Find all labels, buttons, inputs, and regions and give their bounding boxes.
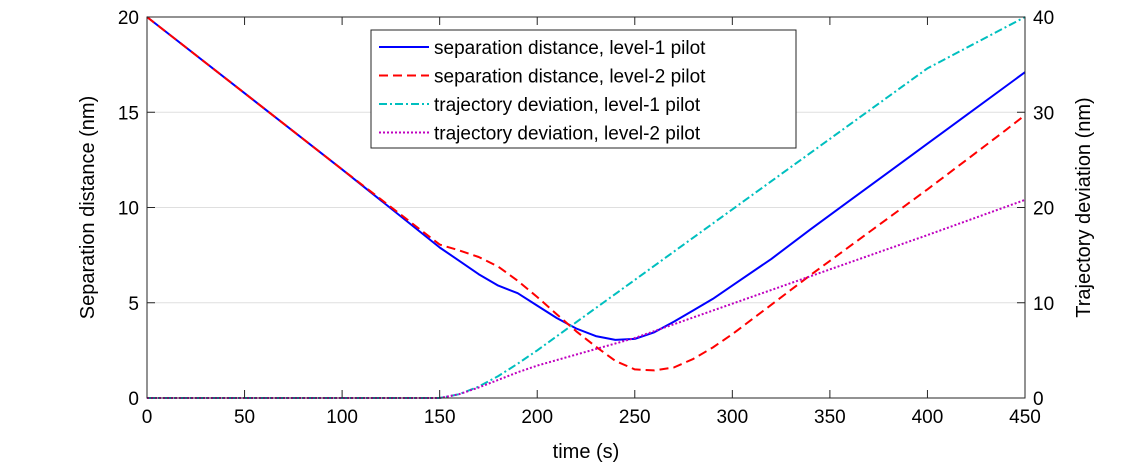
legend: separation distance, level-1 pilot separa… bbox=[370, 29, 797, 149]
legend-entry-3: trajectory deviation, level-1 pilot bbox=[379, 95, 701, 116]
legend-label: trajectory deviation, level-1 pilot bbox=[434, 95, 701, 116]
legend-entry-2: separation distance, level-2 pilot bbox=[379, 67, 706, 88]
x-tick-label: 150 bbox=[424, 407, 456, 428]
y2-axis-title: Trajectory deviation (nm) bbox=[1073, 97, 1095, 317]
legend-label: separation distance, level-1 pilot bbox=[434, 38, 706, 59]
y-tick-label: 20 bbox=[118, 8, 139, 29]
legend-entry-4: trajectory deviation, level-2 pilot bbox=[379, 124, 701, 145]
x-axis-title: time (s) bbox=[553, 441, 620, 463]
y-tick-label: 10 bbox=[118, 199, 139, 220]
y2-tick-label: 30 bbox=[1033, 103, 1054, 124]
series-line-2 bbox=[146, 16, 1026, 372]
y2-tick-label: 0 bbox=[1033, 389, 1044, 410]
y2-tick-label: 40 bbox=[1033, 8, 1054, 29]
x-tick-label: 0 bbox=[142, 407, 153, 428]
legend-box bbox=[370, 29, 797, 149]
axes-layer bbox=[146, 16, 1026, 399]
y2-tick-label: 10 bbox=[1033, 294, 1054, 315]
legend-entries: separation distance, level-1 pilot separa… bbox=[379, 38, 706, 145]
x-tick-label: 50 bbox=[234, 407, 255, 428]
y-tick-label: 15 bbox=[118, 103, 139, 124]
x-tick-label: 400 bbox=[912, 407, 944, 428]
y-tick-label: 0 bbox=[128, 389, 139, 410]
x-tick-label: 350 bbox=[814, 407, 846, 428]
x-tick-label: 100 bbox=[326, 407, 358, 428]
y-tick-label: 5 bbox=[128, 294, 139, 315]
y2-tick-label: 20 bbox=[1033, 199, 1054, 220]
y-axis-title: Separation distance (nm) bbox=[77, 96, 99, 319]
tick-labels: 0 50 100 150 200 250 300 350 400 4500510152001020… bbox=[118, 8, 1054, 428]
legend-label: separation distance, level-2 pilot bbox=[434, 67, 706, 88]
x-tick-label: 450 bbox=[1009, 407, 1041, 428]
legend-entry-1: separation distance, level-1 pilot bbox=[379, 38, 706, 59]
x-tick-label: 300 bbox=[716, 407, 748, 428]
x-tick-label: 200 bbox=[521, 407, 553, 428]
legend-label: trajectory deviation, level-2 pilot bbox=[434, 124, 701, 145]
x-tick-label: 250 bbox=[619, 407, 651, 428]
